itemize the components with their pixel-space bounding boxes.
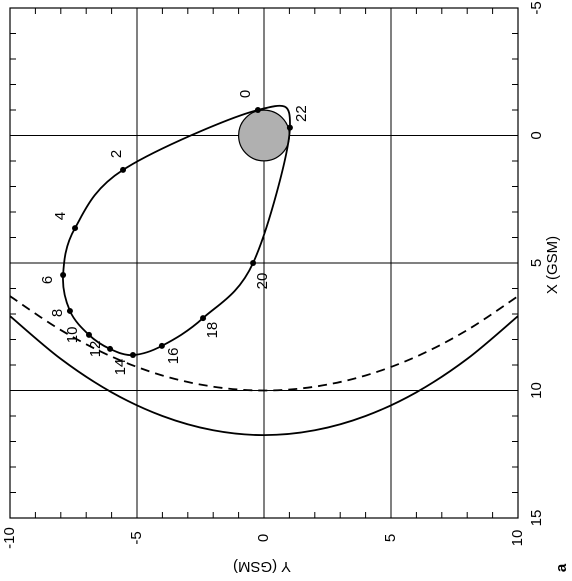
orbit-point (85, 331, 92, 338)
hour-label: 0 (237, 90, 254, 98)
orbit-point (200, 315, 207, 322)
hour-label: 12 (87, 341, 104, 358)
hour-label: 16 (165, 348, 182, 365)
x-axis-title: X (GSM) (544, 236, 561, 294)
y-tick-label: 10 (509, 530, 526, 547)
orbit-point (250, 260, 257, 266)
orbit-point (254, 107, 261, 113)
plot-area (10, 104, 518, 437)
hour-label: 18 (204, 322, 221, 339)
orbit-point (60, 271, 67, 278)
x-tick-label: -5 (528, 1, 545, 14)
magnetopause-line (10, 295, 518, 392)
y-tick-label: -5 (128, 531, 145, 544)
bow-shock-line (10, 315, 518, 437)
orbit-point (72, 225, 79, 232)
x-tick-label: 5 (528, 259, 545, 267)
hour-label: 4 (52, 212, 69, 220)
hour-label: 20 (254, 273, 271, 290)
hour-label: 10 (64, 327, 81, 344)
grid (9, 7, 519, 519)
hour-label: 14 (112, 359, 129, 376)
orbit-point (120, 166, 127, 173)
y-axis-title: Y (GSM) (233, 558, 291, 575)
x-tick-label: 0 (528, 131, 545, 139)
orbit-point (286, 124, 293, 131)
y-tick-label: 0 (255, 534, 272, 542)
x-tick-label: 10 (528, 382, 545, 399)
earth (238, 109, 291, 162)
y-tick-label: 5 (382, 534, 399, 542)
orbit-point (66, 307, 73, 314)
hour-label: 2 (108, 150, 125, 158)
plot-frame (9, 7, 519, 519)
panel-label: a (553, 563, 570, 572)
hour-label: 8 (49, 309, 66, 317)
x-tick-label: 15 (528, 510, 545, 527)
hour-label: 6 (39, 276, 56, 284)
orbit-point (107, 345, 114, 352)
orbit-point (129, 352, 136, 359)
hour-label: 22 (293, 105, 310, 122)
y-tick-label: -10 (1, 527, 18, 549)
orbit-point (158, 342, 165, 349)
